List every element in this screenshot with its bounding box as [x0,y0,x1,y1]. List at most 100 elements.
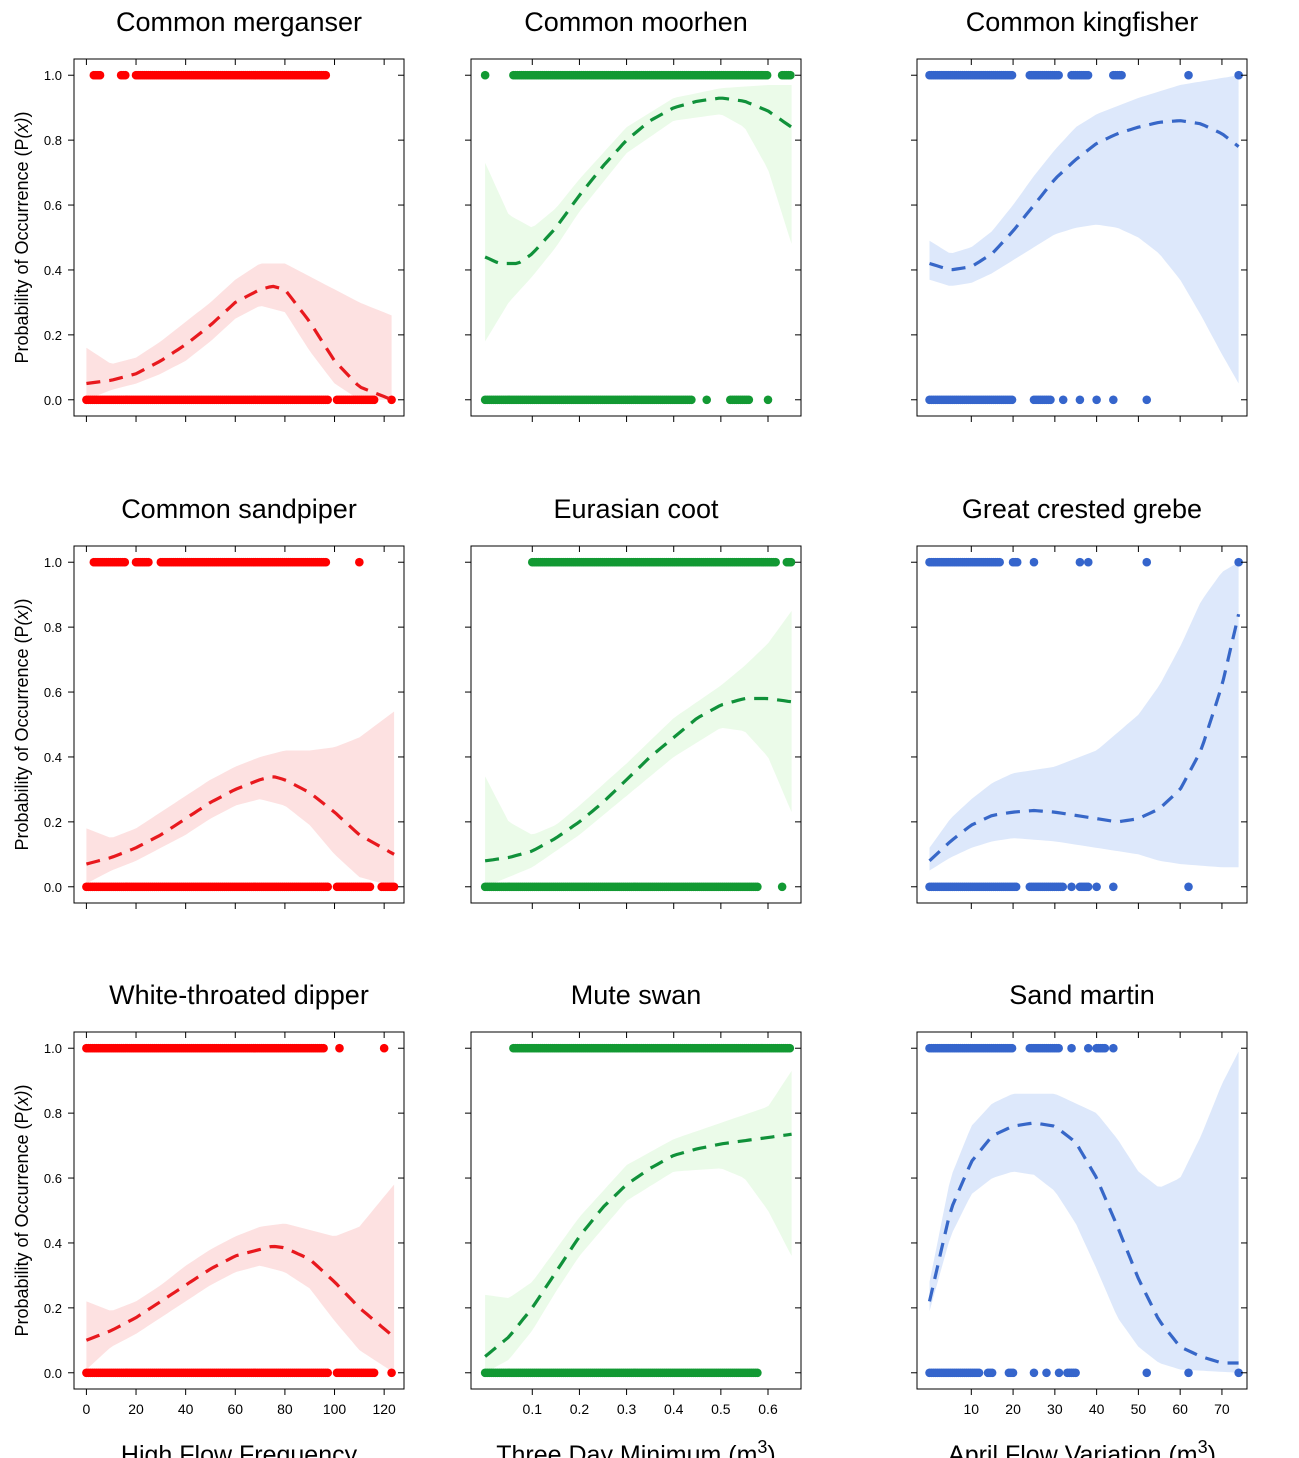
x-tick-label: 0.6 [758,1401,778,1417]
absence-point [323,1368,333,1378]
x-axis-label: Three Day Minimum (m3) [496,1437,776,1458]
presence-point [1184,70,1193,80]
presence-point [95,70,105,80]
confidence-band [86,263,392,400]
presence-point [1054,1043,1063,1053]
chart-title: Common merganser [116,7,362,37]
x-tick-label: 120 [372,1401,396,1417]
x-tick-label: 40 [1089,1401,1105,1417]
presence-point [1117,70,1126,80]
absence-point [1184,1368,1193,1378]
fit-line [85,1244,396,1342]
presence-point [1083,1043,1093,1053]
absence-point [389,882,399,892]
presence-point [321,70,331,80]
absence-point [702,395,712,405]
chart-panel: White-throated dipper 0.0 0.2 0.4 0.6 0.8 1.0 0… [12,980,405,1458]
x-axis-label-superscript: 3 [757,1437,767,1457]
presence-point [995,557,1004,567]
absence-point [1234,1368,1243,1378]
y-axis-label-text: Probability of Occurrence (P [12,1111,32,1336]
absence-point [753,1368,762,1378]
y-tick-label: 1.0 [44,555,62,570]
plot-frame [916,58,1248,417]
presence-point [785,1043,795,1053]
x-axis-label-superscript: 3 [1198,1437,1208,1457]
absence-point [1067,882,1076,892]
presence-point [1234,70,1243,80]
x-tick-label: 0 [83,1401,91,1417]
y-axis-label-text: Probability of Occurrence (P [12,138,32,363]
presence-point [335,1043,344,1053]
x-axis-label-close: ) [1208,1441,1216,1458]
x-tick-label: 40 [178,1401,194,1417]
chart-panel: Common kingfisher [911,7,1248,422]
absence-point [974,1368,984,1378]
y-axis-label-italic: (x) [12,604,32,625]
fit-line [484,96,793,266]
absence-point [1109,395,1118,405]
absence-point [753,882,762,892]
x-tick-label: 70 [1214,1401,1230,1417]
y-axis-label: Probability of Occurrence (P(x)) [12,1084,32,1336]
absence-point [1075,395,1085,405]
presence-point [120,557,130,567]
absence-point [744,395,754,405]
presence-point [1067,1043,1076,1053]
x-tick-label: 60 [1172,1401,1188,1417]
y-tick-label: 0.8 [44,620,62,635]
x-tick-label: 0.5 [711,1401,731,1417]
presence-point [144,557,153,567]
plot-frame [916,545,1248,904]
x-axis-label-text: April Flow Variation (m [948,1441,1198,1458]
x-tick-label: 0.4 [664,1401,684,1417]
x-tick-label: 10 [964,1401,980,1417]
y-axis-label-text: ) [12,598,32,604]
chart-title: Common kingfisher [966,7,1199,37]
x-tick-label: 100 [323,1401,347,1417]
absence-point [387,1368,396,1378]
presence-point [1075,557,1085,567]
y-tick-label: 0.6 [44,685,62,700]
chart-panel: Common merganser 0.0 0.2 0.4 0.6 0.8 1.0 Probab… [12,7,405,422]
plot-frame [470,1031,802,1390]
presence-point [120,70,130,80]
fit-line [86,284,393,402]
absence-point [1011,882,1021,892]
confidence-band [86,1184,395,1373]
confidence-band [929,75,1239,384]
presence-point [1083,70,1093,80]
presence-point [1234,557,1243,567]
absence-point [687,395,696,405]
absence-point [1109,882,1118,892]
y-tick-label: 1.0 [44,1041,62,1056]
chart-panel: Common sandpiper 0.0 0.2 0.4 0.6 0.8 1.0 Probab… [12,494,405,909]
absence-point [1007,395,1017,405]
chart-panel: Common moorhen [465,7,802,422]
y-tick-label: 1.0 [44,68,62,83]
absence-point [1071,1368,1080,1378]
absence-point [763,395,773,405]
presence-point [321,557,331,567]
plot-frame [73,58,405,417]
x-tick-label: 50 [1131,1401,1147,1417]
plot-frame [470,58,802,417]
presence-point [1007,1043,1017,1053]
plot-frame [916,1031,1248,1390]
y-tick-label: 0.0 [44,1366,62,1381]
presence-point [786,557,796,567]
chart-panel: Great crested grebe [911,494,1248,909]
y-axis-label: Probability of Occurrence (P(x)) [12,111,32,363]
y-tick-label: 0.8 [44,1106,62,1121]
presence-point [1083,557,1093,567]
x-tick-label: 0.1 [523,1401,543,1417]
y-tick-label: 0.2 [44,328,62,343]
absence-point [369,1368,379,1378]
fit-line [484,1132,792,1358]
y-tick-label: 0.6 [44,1171,62,1186]
chart-title: Great crested grebe [962,494,1202,524]
y-tick-label: 0.8 [44,133,62,148]
chart-title: Mute swan [571,980,702,1010]
presence-point [379,1043,389,1053]
